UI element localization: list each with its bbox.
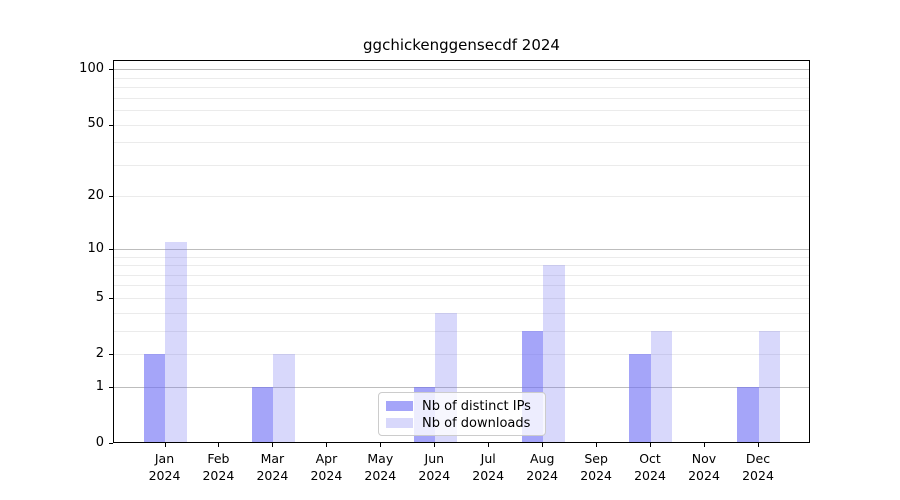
gridline-major bbox=[113, 386, 810, 388]
y-tick-label-100: 100 bbox=[79, 61, 104, 77]
x-tick-label-mar: Mar 2024 bbox=[256, 451, 289, 483]
x-tick-mark bbox=[488, 443, 490, 447]
x-tick-mark bbox=[542, 443, 544, 447]
y-tick-label-0: 0 bbox=[95, 435, 104, 450]
x-tick-label-sep: Sep 2024 bbox=[580, 451, 612, 483]
legend-swatch-downloads bbox=[386, 418, 413, 428]
bar-downloads-dec bbox=[758, 330, 781, 443]
legend-item-downloads: Nb of downloads bbox=[386, 415, 538, 431]
y-tick-mark bbox=[109, 297, 113, 299]
legend-swatch-distinct-ips bbox=[386, 401, 413, 411]
y-tick-mark bbox=[109, 69, 113, 71]
x-tick-mark bbox=[164, 443, 166, 447]
gridline-minor bbox=[113, 77, 810, 79]
x-tick-label-may: May 2024 bbox=[364, 451, 397, 483]
x-tick-mark bbox=[758, 443, 759, 447]
gridline-minor bbox=[113, 312, 810, 314]
gridline-minor bbox=[113, 297, 810, 299]
x-tick-mark bbox=[380, 443, 382, 447]
y-tick-label-20: 20 bbox=[87, 188, 104, 204]
gridline-minor bbox=[113, 274, 810, 276]
bar-distinct-ips-jan bbox=[143, 354, 166, 443]
gridline-minor bbox=[113, 265, 810, 266]
gridline-minor bbox=[113, 354, 810, 355]
chart-title: ggchickenggensecdf 2024 bbox=[363, 36, 560, 54]
x-tick-mark bbox=[326, 443, 328, 447]
plot-spines bbox=[113, 60, 810, 443]
bar-distinct-ips-oct bbox=[629, 354, 651, 443]
plot-area bbox=[113, 60, 810, 443]
bar-distinct-ips-dec bbox=[737, 386, 759, 443]
gridline-minor bbox=[113, 330, 810, 332]
gridline-minor bbox=[113, 97, 810, 99]
x-tick-mark bbox=[434, 443, 436, 447]
x-tick-label-oct: Oct 2024 bbox=[634, 451, 666, 483]
y-tick-label-50: 50 bbox=[87, 116, 104, 132]
gridline-major bbox=[113, 248, 810, 250]
bar-downloads-jan bbox=[165, 241, 187, 443]
y-tick-mark bbox=[109, 386, 113, 388]
y-tick-label-5: 5 bbox=[95, 289, 104, 305]
x-tick-label-jul: Jul 2024 bbox=[472, 451, 505, 483]
bar-downloads-aug bbox=[543, 265, 565, 443]
gridline-major bbox=[113, 69, 810, 71]
legend-label-distinct-ips: Nb of distinct IPs bbox=[422, 398, 531, 414]
gridline-minor bbox=[113, 87, 810, 88]
y-tick-label-10: 10 bbox=[87, 240, 104, 256]
x-tick-label-feb: Feb 2024 bbox=[202, 451, 235, 483]
x-tick-label-jun: Jun 2024 bbox=[418, 451, 451, 483]
x-tick-mark bbox=[596, 443, 598, 447]
x-tick-label-dec: Dec 2024 bbox=[742, 451, 774, 483]
x-tick-mark bbox=[218, 443, 220, 447]
bar-distinct-ips-mar bbox=[251, 386, 274, 443]
legend-item-distinct-ips: Nb of distinct IPs bbox=[386, 398, 538, 414]
y-tick-mark bbox=[109, 196, 113, 198]
bar-downloads-mar bbox=[273, 354, 295, 443]
legend: Nb of distinct IPs Nb of downloads bbox=[378, 392, 546, 436]
gridline-minor bbox=[113, 196, 810, 198]
gridline-minor bbox=[113, 164, 810, 166]
x-tick-label-nov: Nov 2024 bbox=[688, 451, 720, 483]
y-tick-mark bbox=[109, 248, 113, 250]
gridline-minor bbox=[113, 285, 810, 287]
gridline-minor bbox=[113, 256, 810, 258]
y-tick-mark bbox=[109, 354, 113, 355]
gridline-minor bbox=[113, 109, 810, 111]
x-tick-label-jan: Jan 2024 bbox=[148, 451, 181, 483]
x-tick-label-aug: Aug 2024 bbox=[526, 451, 559, 483]
gridline-minor bbox=[113, 142, 810, 144]
y-tick-label-2: 2 bbox=[95, 345, 104, 361]
legend-label-downloads: Nb of downloads bbox=[422, 415, 531, 431]
y-tick-label-1: 1 bbox=[95, 378, 104, 394]
x-tick-mark bbox=[272, 443, 274, 447]
bar-downloads-oct bbox=[650, 330, 673, 443]
gridline-minor bbox=[113, 124, 810, 126]
y-tick-mark bbox=[109, 443, 113, 444]
x-tick-label-apr: Apr 2024 bbox=[310, 451, 343, 483]
x-tick-mark bbox=[704, 443, 705, 447]
x-tick-mark bbox=[650, 443, 651, 447]
y-tick-mark bbox=[109, 124, 113, 126]
